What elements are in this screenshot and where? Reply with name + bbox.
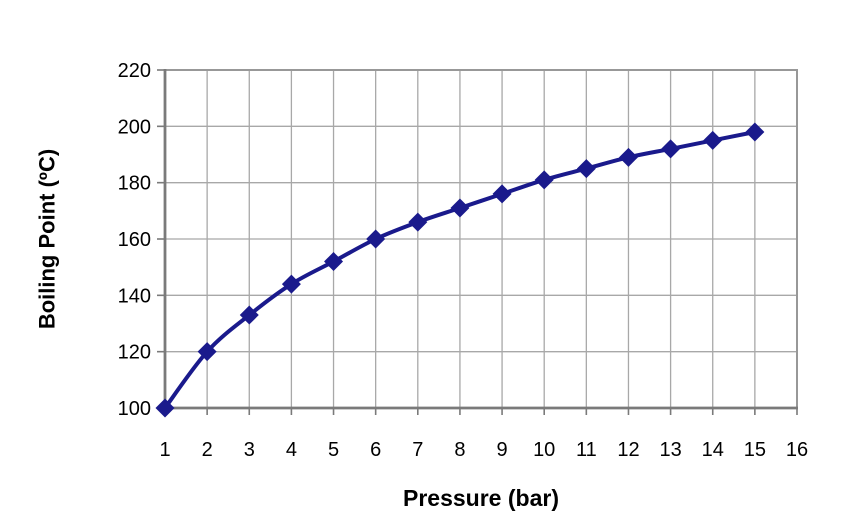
y-tick-label: 220 (118, 60, 151, 82)
x-tick-label: 8 (454, 439, 465, 461)
x-tick-label: 9 (497, 439, 508, 461)
x-tick-label: 2 (202, 439, 213, 461)
data-point-marker (492, 184, 512, 204)
x-tick-label: 15 (744, 439, 766, 461)
y-tick-label: 180 (118, 173, 151, 195)
y-tick-label: 140 (118, 285, 151, 307)
line-series (155, 122, 765, 418)
y-tick-label: 120 (118, 342, 151, 364)
y-tick-label: 200 (118, 116, 151, 138)
data-point-marker (618, 147, 638, 167)
x-tick-label: 1 (159, 439, 170, 461)
x-tick-label: 10 (533, 439, 555, 461)
data-point-marker (576, 159, 596, 179)
y-tick-label: 100 (118, 398, 151, 420)
x-tick-label: 11 (576, 439, 597, 461)
x-tick-label: 16 (786, 439, 808, 461)
data-point-marker (534, 170, 554, 190)
data-point-marker (239, 305, 259, 325)
axis-layer (157, 69, 798, 415)
data-point-marker (155, 398, 175, 418)
data-point-marker (745, 122, 765, 142)
x-tick-label: 3 (244, 439, 255, 461)
data-point-marker (281, 274, 301, 294)
data-point-marker (661, 139, 681, 159)
x-tick-label: 5 (328, 439, 339, 461)
x-tick-label: 6 (370, 439, 381, 461)
data-point-marker (366, 229, 386, 249)
x-tick-label: 4 (286, 439, 297, 461)
data-point-marker (324, 252, 344, 272)
y-tick-label: 160 (118, 229, 151, 251)
data-point-marker (408, 212, 428, 232)
x-tick-label: 12 (617, 439, 639, 461)
x-tick-label: 14 (702, 439, 724, 461)
data-point-marker (703, 130, 723, 150)
data-point-marker (450, 198, 470, 218)
data-point-marker (197, 342, 217, 362)
x-tick-label: 7 (412, 439, 423, 461)
x-tick-label: 13 (659, 439, 681, 461)
y-axis-title: Boiling Point (ºC) (35, 149, 60, 329)
grid-layer (164, 69, 798, 409)
x-axis-title: Pressure (bar) (403, 485, 559, 511)
